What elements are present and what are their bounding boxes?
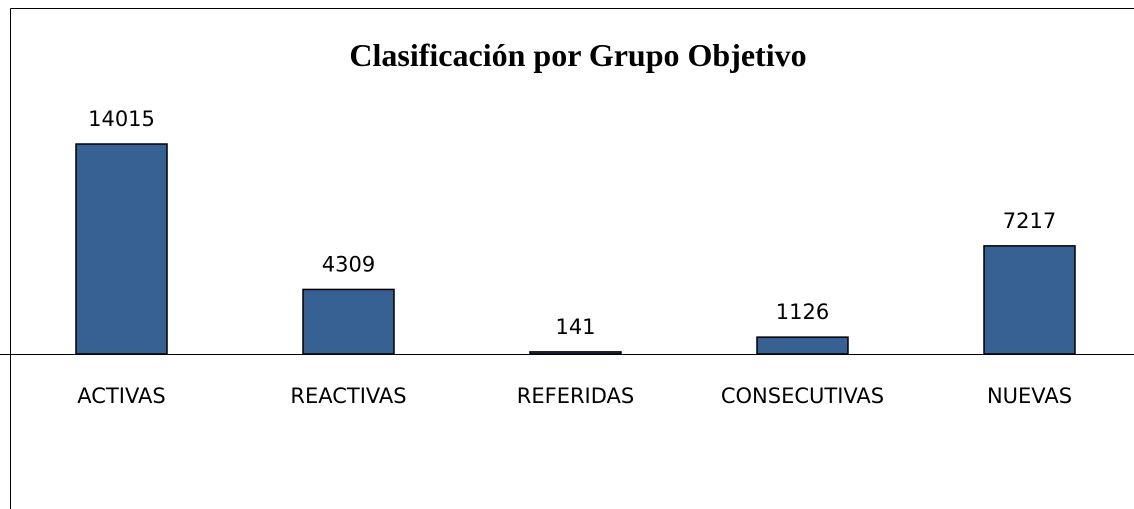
data-label: 1126: [776, 300, 829, 324]
data-label: 141: [555, 315, 595, 339]
data-label: 4309: [322, 252, 375, 276]
bar: [529, 351, 622, 355]
data-label: 14015: [88, 107, 155, 131]
x-tick-label: CONSECUTIVAS: [721, 384, 884, 408]
bar: [75, 143, 168, 355]
x-tick-label: NUEVAS: [987, 384, 1072, 408]
bar: [983, 245, 1076, 355]
data-label: 7217: [1003, 209, 1056, 233]
chart-title: Clasificación por Grupo Objetivo: [349, 37, 806, 73]
bar: [756, 336, 849, 355]
x-tick-label: REFERIDAS: [517, 384, 635, 408]
x-tick-label: ACTIVAS: [77, 384, 165, 408]
x-tick-label: REACTIVAS: [290, 384, 406, 408]
bar: [302, 288, 395, 355]
